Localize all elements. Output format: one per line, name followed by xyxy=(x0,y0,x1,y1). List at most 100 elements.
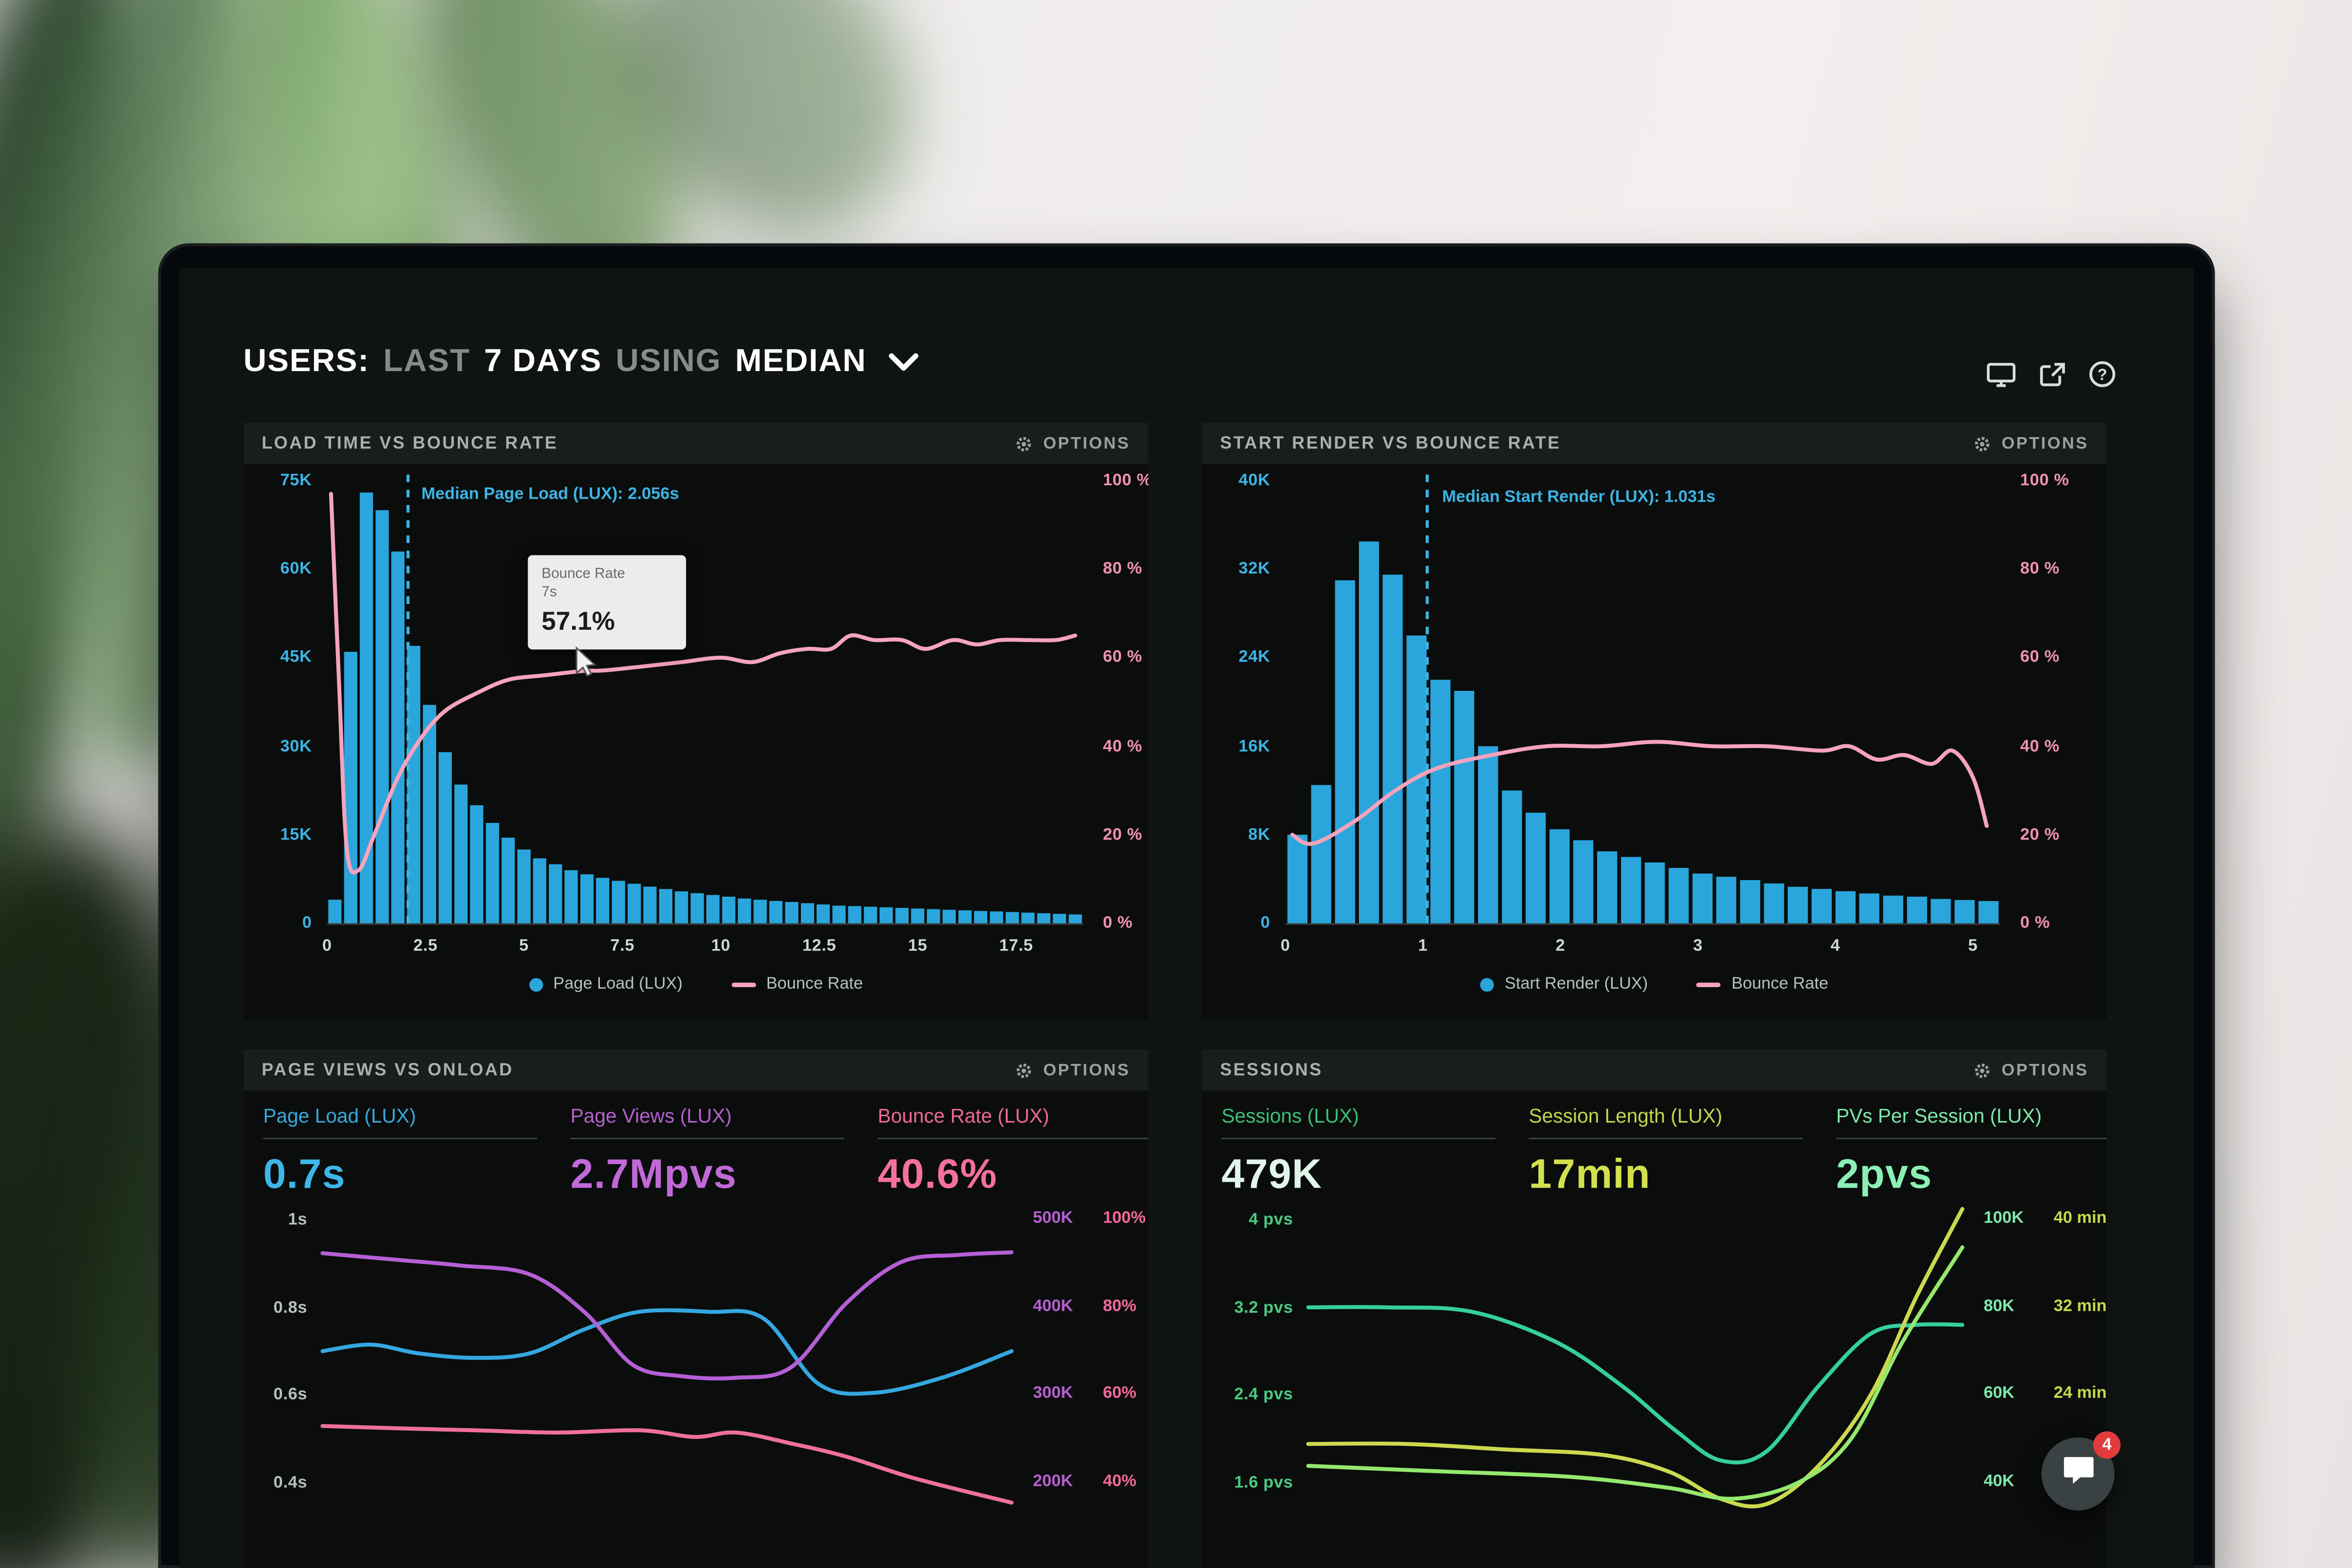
metric-label: Bounce Rate (LUX) xyxy=(878,1104,1049,1127)
axis-tick: 60 % xyxy=(2020,648,2060,667)
metric-page-load: Page Load (LUX) 0.7s xyxy=(263,1104,537,1199)
panel-header: PAGE VIEWS VS ONLOAD OPTIONS xyxy=(243,1049,1149,1091)
axis-tick: 15K xyxy=(280,825,312,844)
gear-icon xyxy=(1975,436,1989,451)
options-button[interactable]: OPTIONS xyxy=(1014,434,1131,453)
metric-underline xyxy=(1221,1138,1496,1140)
gear-icon xyxy=(1016,436,1031,451)
axis-tick-pair: 40K xyxy=(1983,1471,2015,1490)
panel-header: SESSIONS OPTIONS xyxy=(1201,1049,2107,1091)
metric-label: Page Load (LUX) xyxy=(263,1104,416,1127)
metric-page-views: Page Views (LUX) 2.7Mpvs xyxy=(570,1104,844,1199)
axis-tick: 0 xyxy=(1260,914,1270,933)
axis-tick: 100 % xyxy=(1103,471,1149,490)
series-line-icon xyxy=(1696,982,1721,987)
share-icon[interactable] xyxy=(2039,361,2066,395)
metric-label: Session Length (LUX) xyxy=(1529,1104,1723,1127)
metric-value: 17min xyxy=(1529,1151,1651,1197)
axis-tick-pair: 80K 32 min xyxy=(1983,1297,2107,1315)
axis-tick: 2 xyxy=(1555,937,1565,955)
gear-icon xyxy=(1016,1062,1031,1078)
metric-underline xyxy=(1836,1138,2107,1140)
axis-tick: 3.2 pvs xyxy=(1234,1298,1293,1317)
panel-title: START RENDER VS BOUNCE RATE xyxy=(1220,434,1561,453)
header-segment: 7 DAYS xyxy=(484,344,602,379)
axis-tick: 4 pvs xyxy=(1248,1211,1293,1229)
mouse-cursor-icon xyxy=(575,646,598,685)
axis-tick: 5 xyxy=(519,937,529,955)
options-button[interactable]: OPTIONS xyxy=(1973,434,2088,453)
axis-tick: 7.5 xyxy=(610,937,635,955)
axis-tick: 16K xyxy=(1239,737,1270,755)
metric-bounce-rate: Bounce Rate (LUX) 40.6% xyxy=(878,1104,1149,1199)
axis-tick-pair: 300K 60% xyxy=(1033,1384,1137,1403)
axis-tick-pair: 200K 40% xyxy=(1033,1471,1137,1490)
axis-tick: 40 % xyxy=(2020,737,2060,755)
axis-tick: 20 % xyxy=(1103,825,1142,844)
axis-tick: 0 % xyxy=(1103,914,1133,933)
display-icon[interactable] xyxy=(1987,361,2016,395)
series-dot-icon xyxy=(1480,977,1494,991)
users-period-dropdown[interactable]: USERS: LAST 7 DAYS USING MEDIAN xyxy=(244,344,918,380)
options-button[interactable]: OPTIONS xyxy=(1014,1061,1130,1079)
panel-title: SESSIONS xyxy=(1220,1060,1323,1080)
legend-item[interactable]: Bounce Rate xyxy=(731,975,863,993)
legend-item[interactable]: Start Render (LUX) xyxy=(1480,975,1648,993)
axis-tick: 0 xyxy=(302,914,312,933)
metric-underline xyxy=(263,1138,537,1140)
axis-tick: 0.6s xyxy=(273,1386,308,1404)
legend-item[interactable]: Page Load (LUX) xyxy=(529,975,683,993)
chat-launcher-button[interactable]: 4 xyxy=(2041,1431,2121,1511)
axis-tick: 4 xyxy=(1830,937,1841,955)
metric-label: Sessions (LUX) xyxy=(1221,1104,1359,1127)
options-button[interactable]: OPTIONS xyxy=(1973,1061,2088,1079)
axis-tick-pair: 400K 80% xyxy=(1033,1297,1137,1315)
axis-tick: 12.5 xyxy=(802,937,837,955)
metric-underline xyxy=(570,1138,844,1140)
axis-tick: 80 % xyxy=(1103,560,1142,578)
tooltip-series: Bounce Rate xyxy=(541,566,625,583)
header-toolbar: ? xyxy=(1987,360,2116,396)
chart-canvas xyxy=(327,474,1084,925)
metric-sessions: Sessions (LUX) 479K xyxy=(1221,1104,1496,1199)
axis-tick: 0 xyxy=(322,937,332,955)
chart-canvas xyxy=(1306,1207,1965,1509)
legend-label: Bounce Rate xyxy=(766,975,863,994)
axis-tick: 8K xyxy=(1248,825,1270,844)
panel-title: LOAD TIME VS BOUNCE RATE xyxy=(262,434,558,453)
axis-tick: 40 % xyxy=(1103,737,1142,755)
options-label: OPTIONS xyxy=(2001,1060,2089,1080)
series-dot-icon xyxy=(529,977,543,991)
panel-title: PAGE VIEWS VS ONLOAD xyxy=(262,1060,514,1080)
metric-label: Page Views (LUX) xyxy=(570,1104,732,1127)
unread-count-badge: 4 xyxy=(2093,1431,2121,1459)
header-segment: MEDIAN xyxy=(735,344,867,379)
chat-bubble-icon xyxy=(2061,1454,2096,1494)
axis-tick: 45K xyxy=(280,648,312,667)
axis-tick: 2.4 pvs xyxy=(1234,1386,1293,1404)
panel-load-time-vs-bounce-rate: LOAD TIME VS BOUNCE RATE OPTIONS Median … xyxy=(243,422,1149,1019)
legend-label: Bounce Rate xyxy=(1731,975,1829,994)
axis-tick: 75K xyxy=(280,471,312,490)
legend-item[interactable]: Bounce Rate xyxy=(1696,975,1829,994)
axis-tick: 80 % xyxy=(2020,560,2060,578)
metric-value: 40.6% xyxy=(878,1151,998,1197)
axis-tick: 20 % xyxy=(2020,825,2060,844)
metric-underline xyxy=(1529,1138,1803,1140)
metric-value: 479K xyxy=(1221,1151,1322,1197)
options-label: OPTIONS xyxy=(1043,434,1131,453)
axis-tick: 1.6 pvs xyxy=(1234,1473,1293,1492)
help-icon[interactable]: ? xyxy=(2088,360,2116,396)
axis-tick: 5 xyxy=(1968,937,1978,955)
panel-start-render-vs-bounce-rate: START RENDER VS BOUNCE RATE OPTIONS Medi… xyxy=(1201,422,2107,1019)
metric-label: PVs Per Session (LUX) xyxy=(1836,1104,2042,1127)
axis-tick: 1 xyxy=(1418,937,1428,955)
axis-tick: 0.4s xyxy=(273,1473,308,1492)
axis-tick-pair: 500K 100% xyxy=(1033,1209,1146,1228)
metric-value: 0.7s xyxy=(263,1151,346,1197)
median-annotation: Median Start Render (LUX): 1.031s xyxy=(1442,488,1716,507)
axis-tick-pair: 60K 24 min xyxy=(1983,1384,2107,1403)
axis-tick: 0 xyxy=(1280,937,1290,955)
chevron-down-icon xyxy=(888,351,918,378)
chart-tooltip: Bounce Rate 7s 57.1% xyxy=(528,555,687,649)
